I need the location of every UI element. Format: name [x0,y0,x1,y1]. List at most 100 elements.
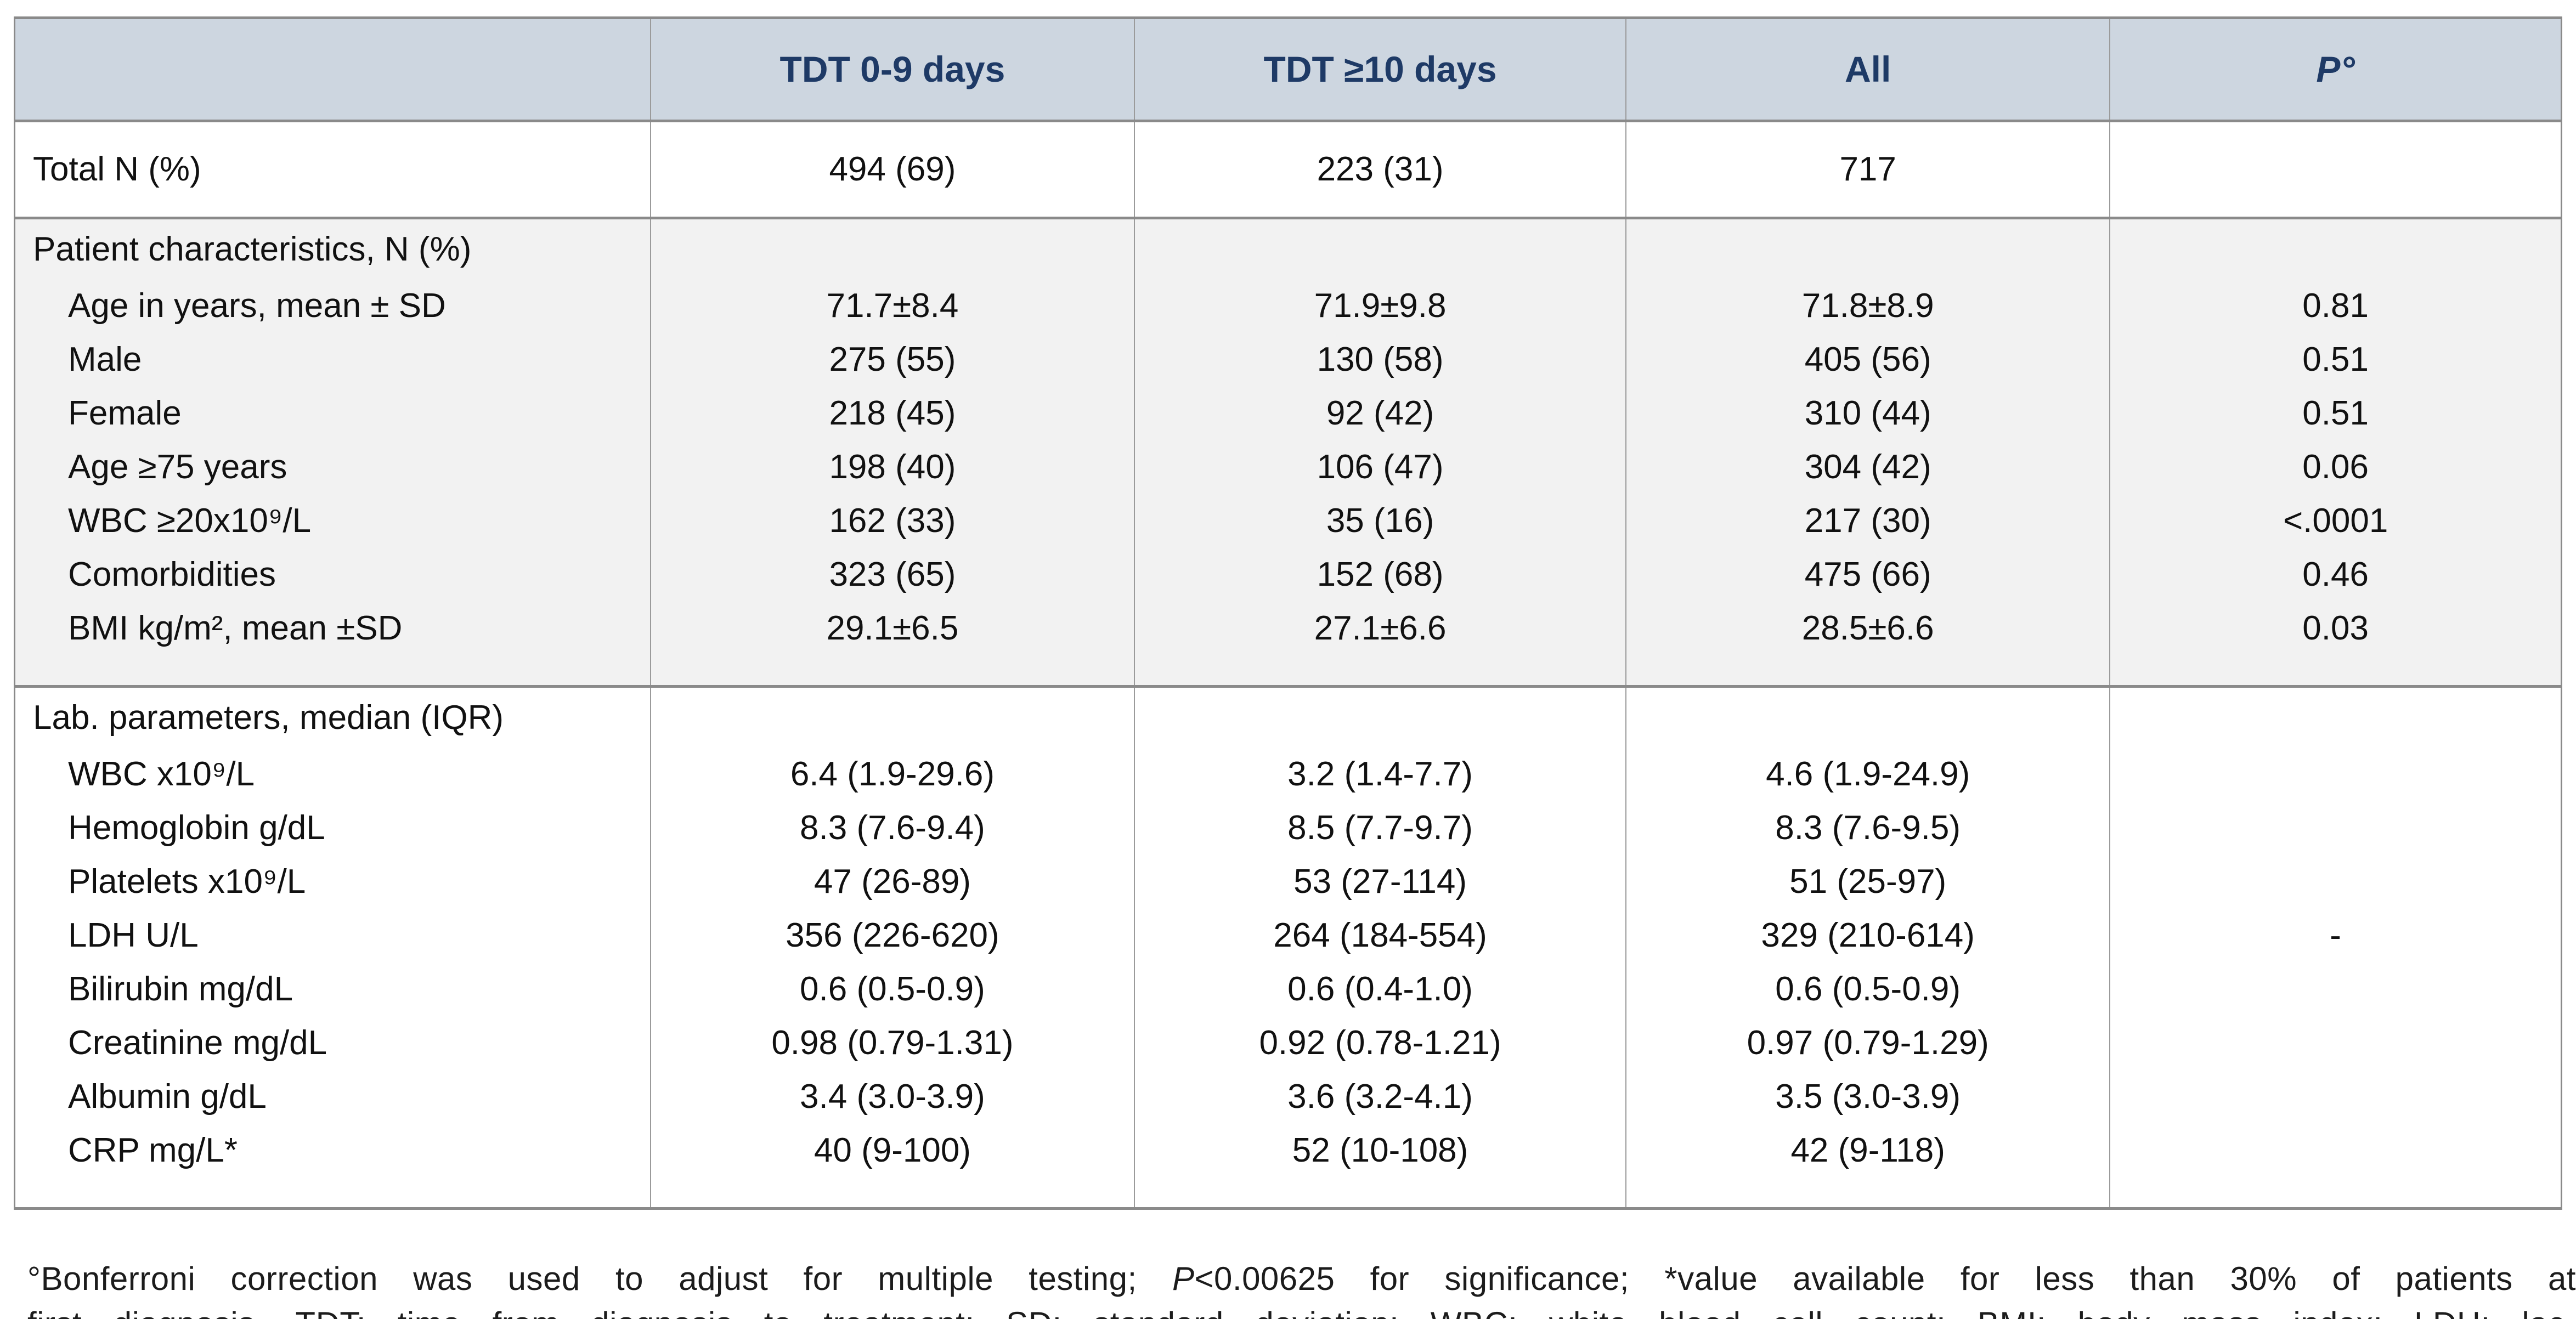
cell-empty [1134,686,1627,748]
footnote-p-symbol: P [1172,1260,1195,1297]
footnote-text: <0.00625 for significance; *value availa… [1194,1260,2576,1297]
cell-value: 162 (33) [650,494,1136,548]
cell-empty [2110,655,2562,687]
table-row-age-ge-75: Age ≥75 years 198 (40) 106 (47) 304 (42)… [14,440,2562,495]
cell-value: 51 (25-97) [1626,855,2111,909]
cell-value: 3.4 (3.0-3.9) [650,1070,1136,1124]
cell-value: 0.6 (0.5-0.9) [650,963,1136,1017]
row-label: Comorbidities [14,548,651,602]
header-row: TDT 0-9 days TDT ≥10 days All P° [14,18,2562,122]
section-header-label: Patient characteristics, N (%) [14,218,651,280]
cell-value: 0.03 [2110,602,2562,656]
cell-value [2110,1071,2561,1124]
cell-value: 494 (69) [650,121,1136,218]
table-row-albumin: Albumin g/dL 3.4 (3.0-3.9) 3.6 (3.2-4.1)… [14,1070,2562,1124]
totals-section: Total N (%) 494 (69) 223 (31) 717 [14,121,2562,218]
table-row-hemoglobin: Hemoglobin g/dL 8.3 (7.6-9.4) 8.5 (7.7-9… [14,801,2562,856]
cell-value: 71.9±9.8 [1134,279,1627,333]
table-row-male: Male 275 (55) 130 (58) 405 (56) 0.51 [14,333,2562,387]
cell-empty [650,218,1136,280]
cell-empty [1626,686,2111,748]
cell-value: 71.8±8.9 [1626,279,2111,333]
cell-value: 130 (58) [1134,333,1627,387]
table-row-total-n: Total N (%) 494 (69) 223 (31) 717 [14,121,2562,218]
cell-value: 27.1±6.6 [1134,602,1627,656]
cell-empty [1626,1178,2111,1209]
cell-value: 717 [1626,121,2111,218]
row-label: LDH U/L [14,909,651,963]
cell-value: 8.3 (7.6-9.5) [1626,801,2111,856]
cell-value: 275 (55) [650,333,1136,387]
row-label: Age ≥75 years [14,440,651,495]
table-row-wbc-ge-20: WBC ≥20x10⁹/L 162 (33) 35 (16) 217 (30) … [14,494,2562,548]
cell-empty [14,655,651,687]
cell-value: 4.6 (1.9-24.9) [1626,748,2111,802]
row-label: Male [14,333,651,387]
cell-value: 3.2 (1.4-7.7) [1134,748,1627,802]
row-label: Bilirubin mg/dL [14,963,651,1017]
column-header-p-value: P° [2110,18,2562,122]
cell-value: 264 (184-554) [1134,909,1627,963]
footnote-line-2: first diagnosis. TDT: time from diagnosi… [27,1301,2576,1319]
cell-value: 35 (16) [1134,494,1627,548]
cell-value: 3.6 (3.2-4.1) [1134,1070,1627,1124]
table-row-wbc: WBC x10⁹/L 6.4 (1.9-29.6) 3.2 (1.4-7.7) … [14,748,2562,802]
cell-empty [2110,1178,2561,1209]
table-header: TDT 0-9 days TDT ≥10 days All P° [14,18,2562,122]
table-row-bilirubin: Bilirubin mg/dL 0.6 (0.5-0.9) 0.6 (0.4-1… [14,963,2562,1017]
row-label: Albumin g/dL [14,1070,651,1124]
cell-value: 310 (44) [1626,387,2111,441]
cell-value: 6.4 (1.9-29.6) [650,748,1136,802]
row-label: Female [14,387,651,441]
cell-value [2110,963,2561,1017]
cell-empty [1626,655,2111,687]
patient-characteristics-section: Patient characteristics, N (%) Age in ye… [14,218,2562,687]
cell-value: 217 (30) [1626,494,2111,548]
cell-value: 356 (226-620) [650,909,1136,963]
cell-value: 53 (27-114) [1134,855,1627,909]
section-padding-row [14,655,2562,687]
cell-value [2110,1124,2561,1178]
row-label: Age in years, mean ± SD [14,279,651,333]
cell-value: 8.5 (7.7-9.7) [1134,801,1627,856]
column-header-tdt-ge-10-days: TDT ≥10 days [1134,18,1627,122]
cell-value: 40 (9-100) [650,1124,1136,1178]
cell-empty [1134,218,1627,280]
section-padding-row [14,1178,2562,1209]
column-header-tdt-0-9-days: TDT 0-9 days [650,18,1136,122]
table-row-comorbidities: Comorbidities 323 (65) 152 (68) 475 (66)… [14,548,2562,602]
cell-value: 223 (31) [1134,121,1627,218]
cell-value: 0.98 (0.79-1.31) [650,1016,1136,1071]
cell-value: 198 (40) [650,440,1136,495]
footnote-text: °Bonferroni correction was used to adjus… [27,1260,1172,1297]
cell-value: 71.7±8.4 [650,279,1136,333]
column-header-empty [14,18,651,122]
cell-value: 52 (10-108) [1134,1124,1627,1178]
footnote-text: first diagnosis. TDT: time from diagnosi… [27,1305,2576,1319]
cell-empty [1134,1178,1627,1209]
table-row-creatinine: Creatinine mg/dL 0.98 (0.79-1.31) 0.92 (… [14,1016,2562,1071]
cell-value: <.0001 [2110,494,2562,548]
footnote-line-1: °Bonferroni correction was used to adjus… [27,1256,2576,1301]
table-row-female: Female 218 (45) 92 (42) 310 (44) 0.51 [14,387,2562,441]
cell-empty [1626,218,2111,280]
cell-value: 92 (42) [1134,387,1627,441]
cell-value: - [2330,916,2341,955]
row-label: Hemoglobin g/dL [14,801,651,856]
table-footnote: °Bonferroni correction was used to adjus… [27,1256,2576,1319]
cell-value: 28.5±6.6 [1626,602,2111,656]
cell-value: 0.51 [2110,333,2562,387]
cell-value: 0.92 (0.78-1.21) [1134,1016,1627,1071]
cell-value: 0.51 [2110,387,2562,441]
cell-value: 475 (66) [1626,548,2111,602]
cell-value [2110,856,2561,909]
section-header-row: Patient characteristics, N (%) [14,218,2562,280]
lab-parameters-section: Lab. parameters, median (IQR) WBC x10⁹/L… [14,686,2562,1209]
cell-value [2110,121,2561,218]
table-row-ldh: LDH U/L 356 (226-620) 264 (184-554) 329 … [14,909,2562,963]
cell-value: 0.81 [2110,279,2562,333]
cell-empty [2110,218,2562,280]
cell-empty [2110,687,2561,748]
cell-value: 329 (210-614) [1626,909,2111,963]
